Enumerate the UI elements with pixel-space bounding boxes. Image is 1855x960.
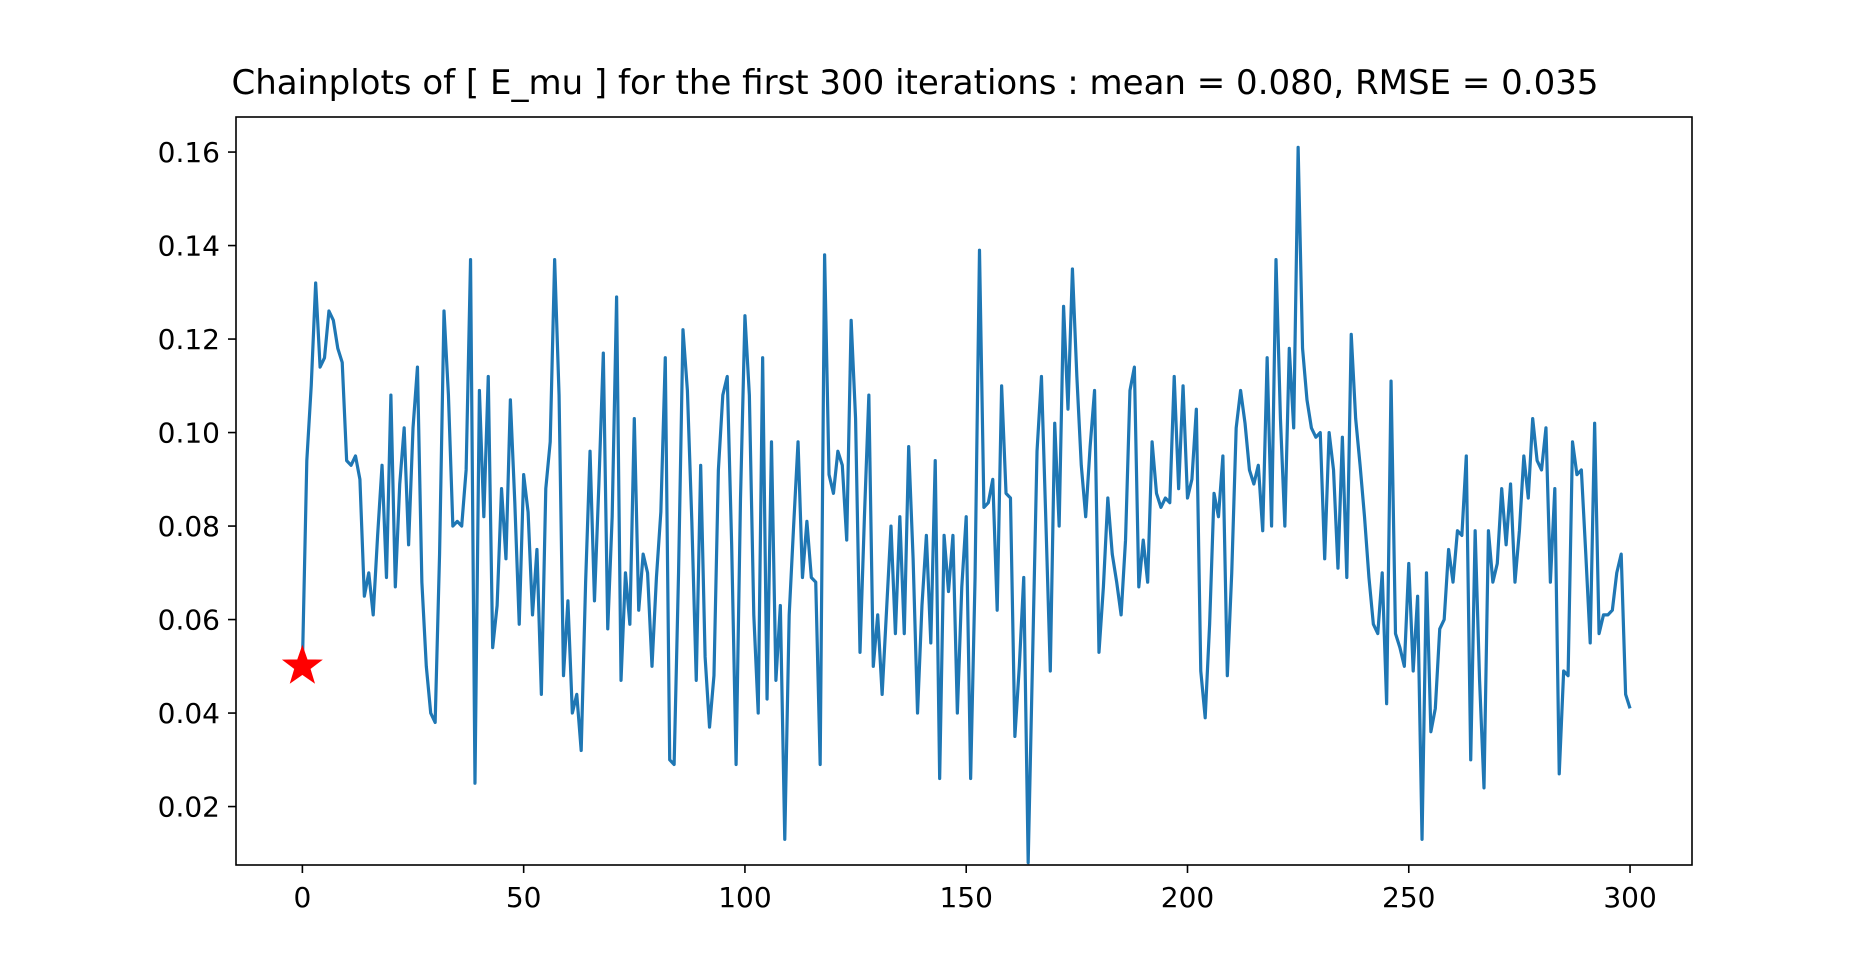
- y-tick-label: 0.08: [158, 510, 220, 543]
- axes: 0 50 100 150 200 250 300 0.02 0.04 0.06 0.08 0.10 0.…: [158, 116, 1693, 914]
- y-tick-label: 0.10: [158, 417, 220, 450]
- series-line-0: [300, 145, 1632, 865]
- plot-frame: [235, 116, 1693, 866]
- start-star-marker: [281, 644, 323, 684]
- y-tick-label: 0.04: [158, 697, 220, 730]
- y-tick-label: 0.06: [158, 604, 220, 637]
- x-tick-label: 100: [718, 881, 771, 914]
- x-tick-label: 250: [1382, 881, 1435, 914]
- y-tick-label: 0.16: [158, 136, 220, 169]
- y-tick-label: 0.14: [158, 230, 220, 263]
- x-tick-label: 150: [939, 881, 992, 914]
- x-tick-label: 200: [1161, 881, 1214, 914]
- y-tick-label: 0.02: [158, 791, 220, 824]
- y-tick-label: 0.12: [158, 323, 220, 356]
- x-tick-label: 0: [293, 881, 311, 914]
- chart-title: Chainplots of [ E_mu ] for the first 300…: [232, 63, 1599, 103]
- plot-area: [281, 145, 1632, 865]
- x-tick-label: 300: [1603, 881, 1656, 914]
- x-tick-label: 50: [506, 881, 542, 914]
